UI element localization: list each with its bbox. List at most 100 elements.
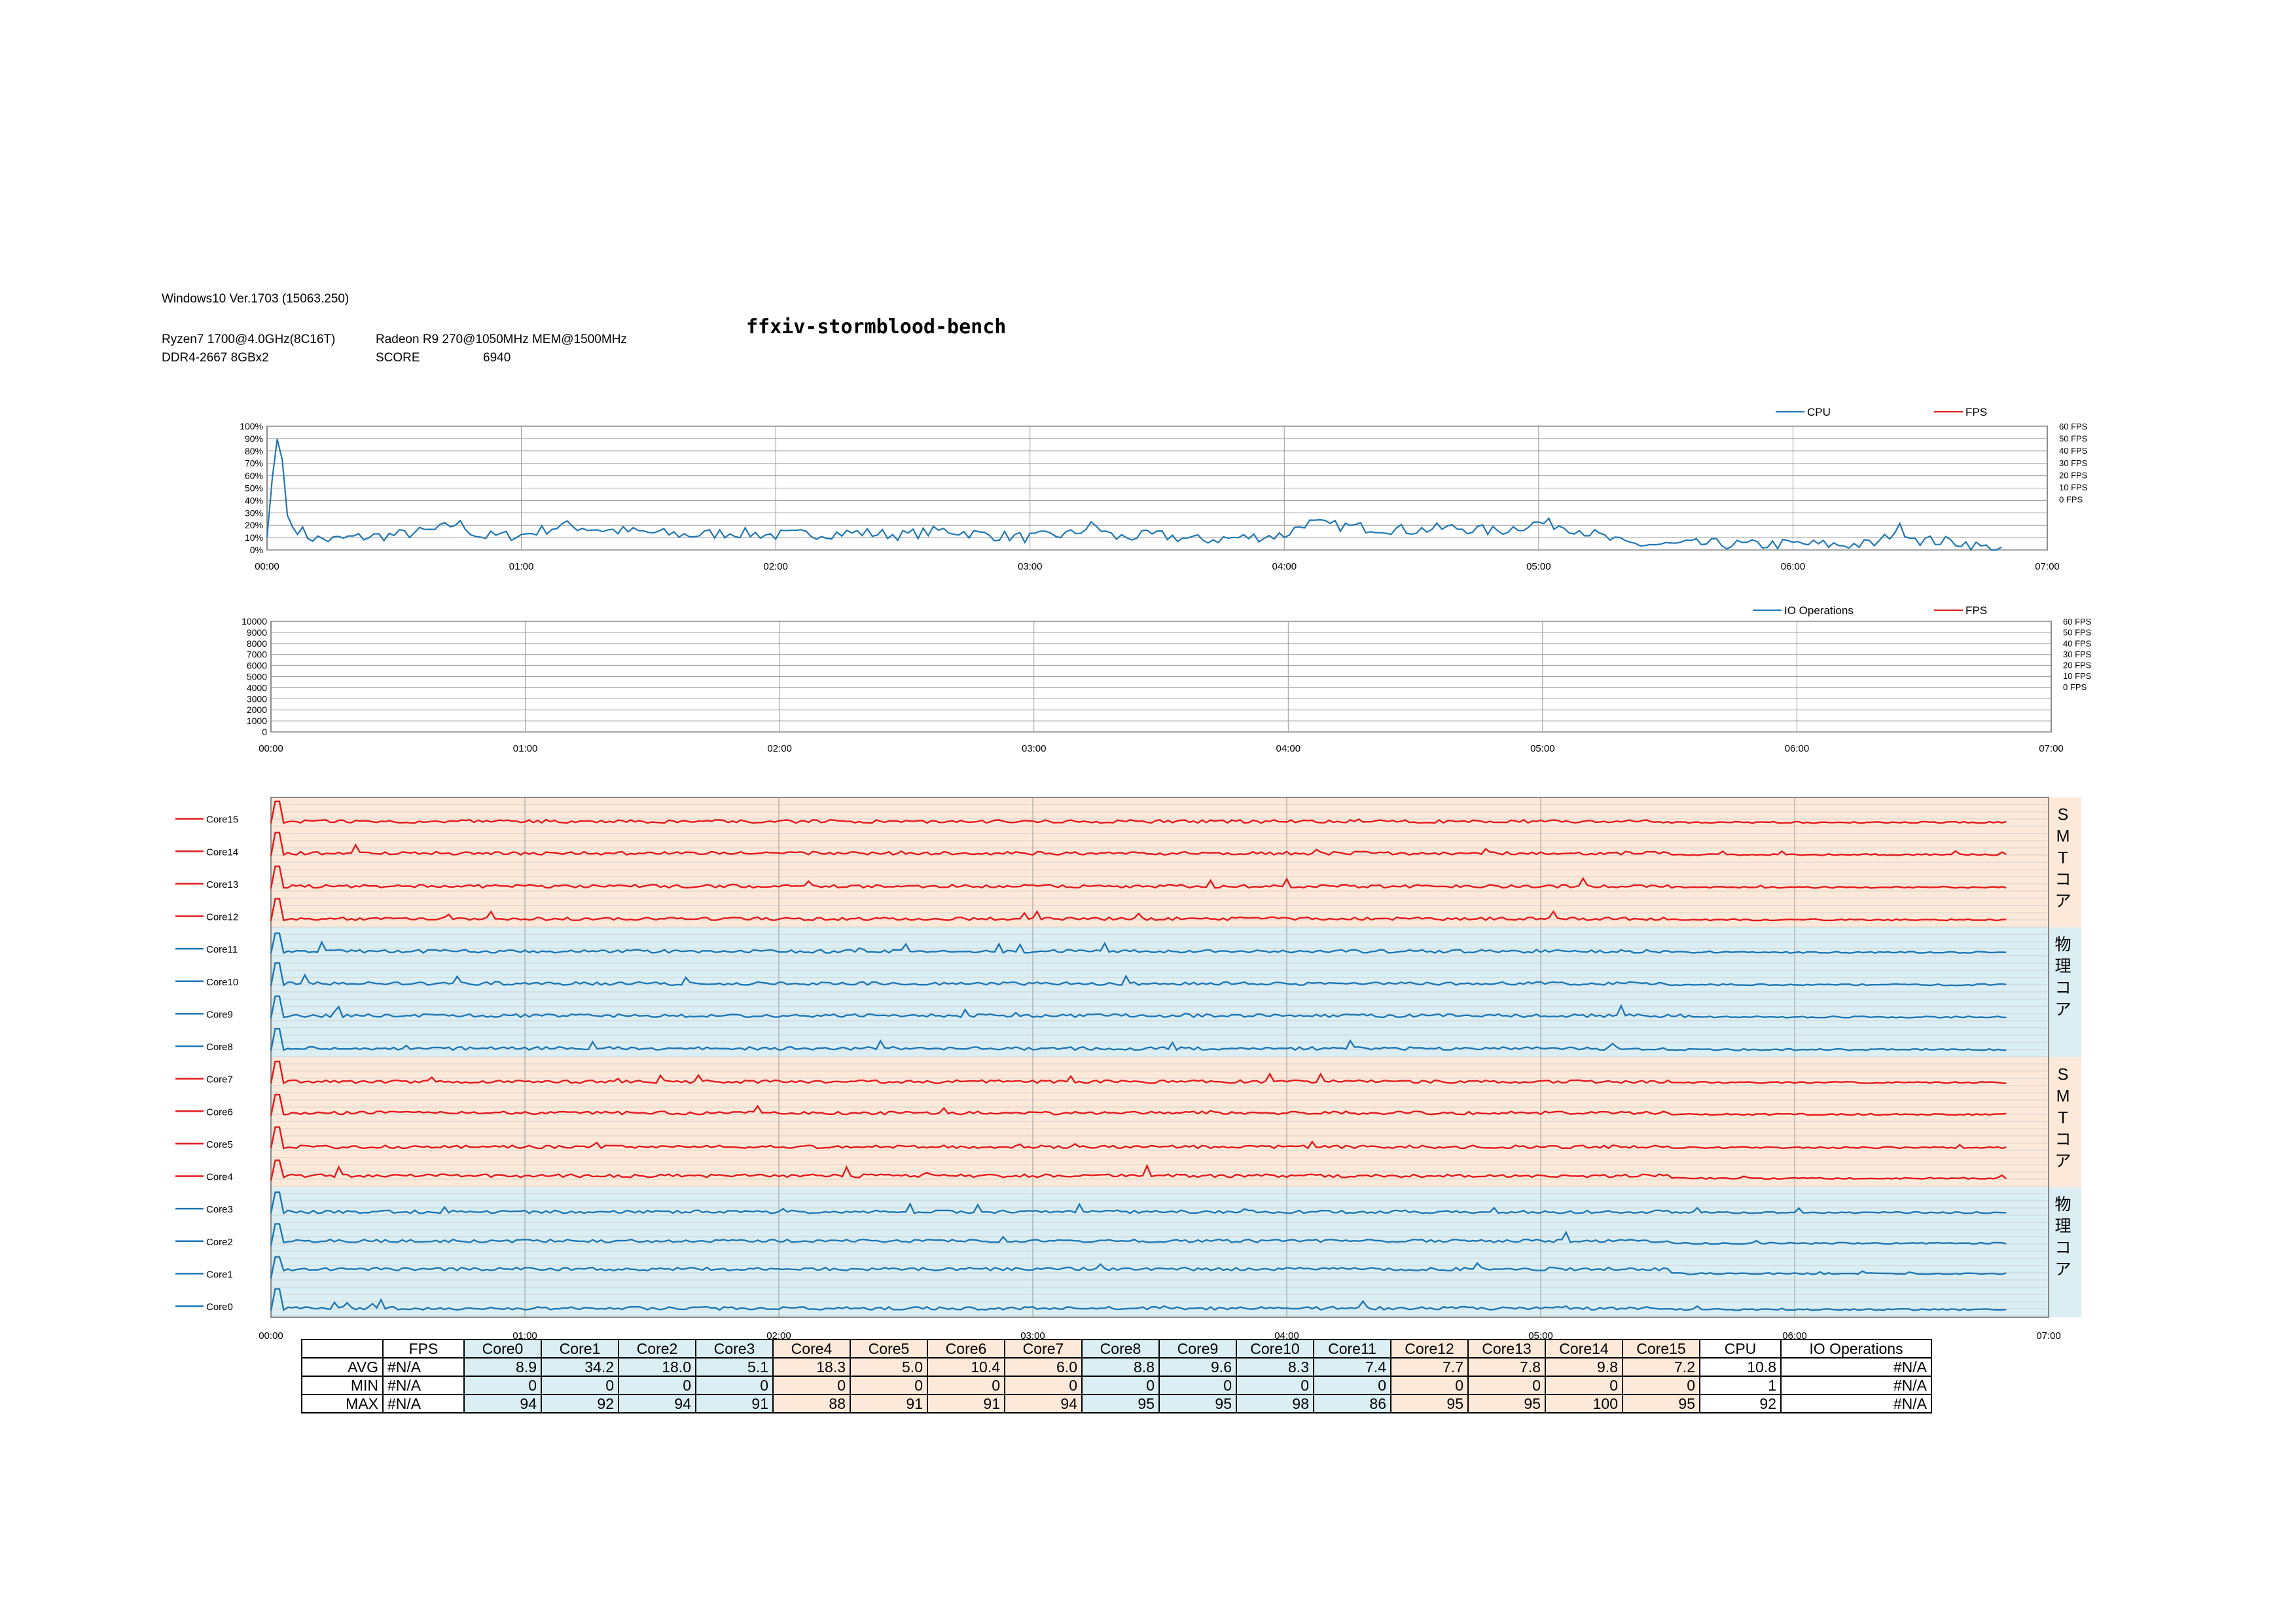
stats-cell: 5.0 — [850, 1357, 928, 1377]
io-y-tick-label: 7000 — [247, 649, 267, 660]
stats-column-header: Core3 — [695, 1339, 774, 1359]
stats-cell: 88 — [772, 1394, 851, 1413]
io-y-tick-label: 9000 — [247, 627, 267, 638]
x-tick-label: 05:00 — [1526, 561, 1551, 572]
stats-cell: #N/A — [1780, 1376, 1932, 1395]
io-y-tick-label: 5000 — [247, 672, 267, 682]
stats-header-row: FPS Core0 Core1 Core2 Core3 Core4 Core5 Core6 Co… — [301, 1339, 1932, 1359]
band-label-char: S — [2058, 806, 2069, 824]
stats-column-header: Core15 — [1622, 1339, 1700, 1359]
io-y2-tick-label: 60 FPS — [2063, 617, 2092, 627]
stats-column-header: Core4 — [772, 1339, 851, 1359]
x-tick-label: 03:00 — [1018, 561, 1043, 572]
stats-column-header: Core7 — [1004, 1339, 1083, 1359]
stats-cell: 95 — [1081, 1394, 1160, 1413]
stats-column-header — [301, 1339, 384, 1359]
stats-cell: 0 — [1081, 1376, 1160, 1395]
stats-row-label: AVG — [301, 1357, 384, 1377]
stats-cell: #N/A — [1780, 1357, 1932, 1377]
stats-row: MIN #N/A 0 0 0 0 0 0 0 0 0 0 0 0 0 0 0 0 1 #N/A — [301, 1376, 1932, 1395]
stats-column-header: Core12 — [1390, 1339, 1469, 1359]
stats-row-label: MIN — [301, 1376, 384, 1395]
core-series-line — [270, 962, 2007, 987]
os-version: Windows10 Ver.1703 (15063.250) — [162, 292, 350, 306]
stats-cell: 18.0 — [618, 1357, 696, 1377]
stats-cell: 34.2 — [541, 1357, 619, 1377]
x-tick-label: 00:00 — [259, 1330, 283, 1341]
stats-column-header: Core14 — [1545, 1339, 1623, 1359]
stats-cell: 8.8 — [1081, 1357, 1160, 1377]
io-y-tick-label: 3000 — [247, 693, 267, 704]
band-label-char: 理 — [2054, 957, 2071, 976]
stats-cell: 98 — [1236, 1394, 1314, 1413]
core-legend-label: Core6 — [206, 1106, 233, 1118]
stats-cell: 9.8 — [1545, 1357, 1623, 1377]
stats-column-header: Core1 — [541, 1339, 619, 1359]
stats-column-header: Core5 — [850, 1339, 928, 1359]
core-legend-label: Core15 — [206, 814, 238, 826]
core-series-line — [270, 1288, 2007, 1311]
io-y2-tick-label: 20 FPS — [2063, 661, 2092, 670]
page-title: ffxiv-stormblood-bench — [746, 316, 1007, 338]
core-plot-frame — [270, 797, 2049, 1318]
stats-cell: 18.3 — [772, 1357, 851, 1377]
band-label-char: ア — [2054, 1000, 2071, 1019]
stats-cell: 8.3 — [1236, 1357, 1314, 1377]
core-legend-label: Core7 — [206, 1074, 233, 1085]
stats-cell: 0 — [541, 1376, 619, 1395]
cpu-y2-tick-label: 50 FPS — [2059, 434, 2088, 444]
core-series-line — [270, 932, 2007, 955]
stats-column-header: Core10 — [1236, 1339, 1314, 1359]
io-y-tick-label: 10000 — [242, 616, 267, 627]
io-y-tick-label: 0 — [262, 727, 267, 737]
x-tick-label: 04:00 — [1276, 743, 1301, 754]
stats-column-header: Core11 — [1313, 1339, 1391, 1359]
gpu-spec: Radeon R9 270@1050MHz MEM@1500MHz — [376, 333, 627, 346]
x-tick-label: 06:00 — [1785, 743, 1810, 754]
stats-cell: 94 — [1004, 1394, 1083, 1413]
stats-cell: 0 — [1158, 1376, 1237, 1395]
stats-column-header: FPS — [382, 1339, 465, 1359]
stats-row-label: MAX — [301, 1394, 384, 1413]
stats-column-header: Core8 — [1081, 1339, 1160, 1359]
stats-cell: 0 — [1545, 1376, 1623, 1395]
x-tick-label: 02:00 — [766, 1330, 791, 1341]
stats-cell: 10.4 — [927, 1357, 1005, 1377]
legend-label: CPU — [1807, 406, 1831, 418]
io-y-tick-label: 2000 — [247, 704, 267, 715]
stats-column-header: IO Operations — [1780, 1339, 1932, 1359]
stats-cell: 92 — [1699, 1394, 1782, 1413]
stats-column-header: Core9 — [1158, 1339, 1237, 1359]
stats-cell: 91 — [695, 1394, 774, 1413]
cpu-y2-tick-label: 30 FPS — [2059, 458, 2088, 468]
x-tick-label: 04:00 — [1272, 561, 1297, 572]
memory-spec: DDR4-2667 8GBx2 — [162, 351, 269, 365]
stats-cell: 91 — [850, 1394, 928, 1413]
band-label-char: S — [2058, 1066, 2069, 1084]
cpu-y-tick-label: 0% — [250, 545, 263, 555]
core-series-line — [270, 1061, 2007, 1085]
band-label-char: M — [2056, 828, 2070, 846]
stats-cell: 0 — [850, 1376, 928, 1395]
core-band — [271, 927, 2081, 1057]
stats-cell: 95 — [1158, 1394, 1237, 1413]
core-legend-label: Core12 — [206, 912, 238, 923]
band-label-char: 物 — [2054, 1195, 2071, 1214]
stats-column-header: Core2 — [618, 1339, 696, 1359]
stats-cell: 7.7 — [1390, 1357, 1469, 1377]
x-tick-label: 00:00 — [255, 561, 279, 572]
stats-cell: 0 — [1004, 1376, 1083, 1395]
x-tick-label: 02:00 — [767, 743, 792, 754]
core-legend-label: Core8 — [206, 1042, 233, 1053]
stats-cell: 86 — [1313, 1394, 1391, 1413]
core-legend-label: Core14 — [206, 847, 238, 858]
x-tick-label: 04:00 — [1274, 1330, 1299, 1341]
cpu-series-line — [266, 439, 2002, 551]
core-series-line — [270, 1191, 2007, 1215]
core-band — [271, 1057, 2081, 1188]
core-series-line — [270, 995, 2007, 1019]
core-series-line — [270, 1159, 2007, 1181]
core-legend-label: Core9 — [206, 1009, 233, 1020]
stats-cell: 0 — [927, 1376, 1005, 1395]
cpu-y-tick-label: 50% — [245, 483, 263, 494]
